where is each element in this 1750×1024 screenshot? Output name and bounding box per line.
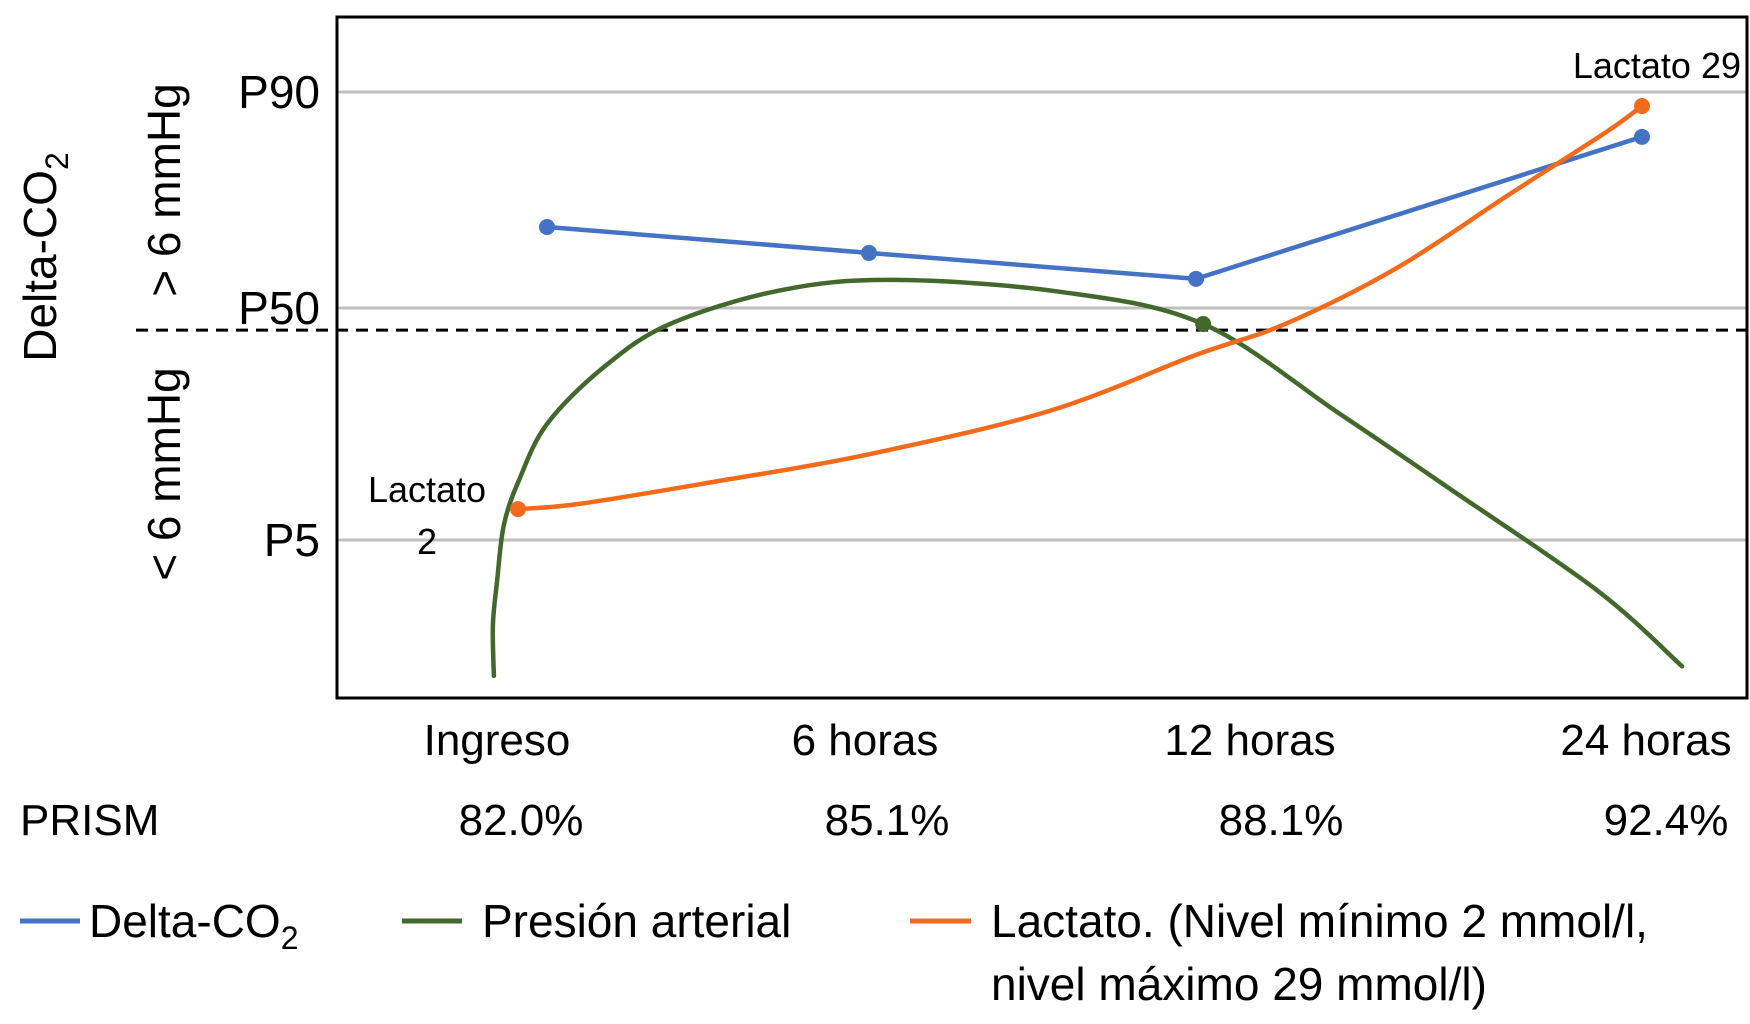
data-point-lactato	[510, 501, 527, 518]
legend: Delta-CO2 Presión arterial Lactato. (Niv…	[20, 895, 1648, 1010]
annotation-lactato-2-line1: Lactato	[368, 469, 486, 510]
data-point-delta-co2	[1188, 270, 1204, 287]
x-tick-label: 12 horas	[1164, 716, 1335, 765]
y-tick-label: P5	[264, 514, 320, 566]
legend-label-lactato-line1: Lactato. (Nivel mínimo 2 mmol/l,	[991, 895, 1648, 947]
legend-label-base: Delta-CO	[89, 895, 281, 947]
y-tick-label: P90	[238, 66, 320, 118]
series-line-lactato	[515, 103, 1645, 512]
legend-label-lactato-line2: nivel máximo 29 mmol/l)	[991, 958, 1487, 1010]
annotation-lactato-2-line2: 2	[417, 521, 437, 562]
y-axis-title: Delta-CO2	[14, 152, 75, 362]
data-point-presion-arterial	[1195, 315, 1212, 332]
x-tick-label: 6 horas	[792, 716, 939, 765]
annotation-lactato-29: Lactato 29	[1573, 45, 1741, 86]
series-line-delta-co2	[544, 134, 1645, 282]
prism-value: 85.1%	[825, 796, 950, 845]
plot-frame	[335, 15, 1749, 700]
y-region-label-below: < 6 mmHg	[138, 367, 190, 580]
x-tick-label: 24 horas	[1560, 716, 1731, 765]
data-point-lactato	[1634, 98, 1650, 115]
data-point-delta-co2	[539, 219, 555, 235]
series-line-presion-arterial	[490, 277, 1685, 679]
y-axis-title-subscript: 2	[39, 152, 75, 170]
gridlines	[337, 90, 1747, 542]
legend-label-subscript: 2	[281, 920, 299, 956]
y-axis-title-base: Delta-CO	[14, 170, 66, 362]
x-tick-label: Ingreso	[424, 716, 571, 765]
legend-label-delta-co2: Delta-CO2	[89, 895, 299, 956]
y-region-label-above: > 6 mmHg	[138, 83, 190, 296]
prism-value: 88.1%	[1219, 796, 1344, 845]
prism-value: 82.0%	[459, 796, 584, 845]
legend-label-presion-arterial: Presión arterial	[482, 895, 791, 947]
series-layer	[490, 98, 1685, 679]
y-tick-label: P50	[238, 282, 320, 334]
prism-value: 92.4%	[1604, 796, 1729, 845]
data-point-delta-co2	[1634, 128, 1650, 145]
prism-label: PRISM	[20, 796, 159, 845]
data-point-delta-co2	[861, 244, 877, 261]
